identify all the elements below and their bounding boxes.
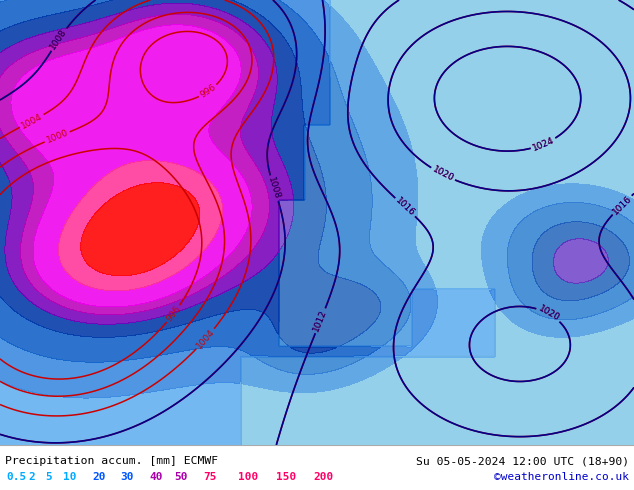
Text: 200: 200 <box>314 472 334 482</box>
Text: 1008: 1008 <box>266 176 282 200</box>
Text: 40: 40 <box>149 472 162 482</box>
Text: 1004: 1004 <box>195 327 216 350</box>
Text: 1004: 1004 <box>20 112 44 130</box>
Text: 1024: 1024 <box>531 136 555 153</box>
Text: 996: 996 <box>198 83 218 100</box>
Text: 5: 5 <box>46 472 53 482</box>
Text: Su 05-05-2024 12:00 UTC (18+90): Su 05-05-2024 12:00 UTC (18+90) <box>416 456 629 466</box>
Text: 1008: 1008 <box>266 176 282 200</box>
Text: 1016: 1016 <box>394 196 417 218</box>
Text: 20: 20 <box>92 472 105 482</box>
Text: Precipitation accum. [mm] ECMWF: Precipitation accum. [mm] ECMWF <box>5 456 218 466</box>
Text: 1008: 1008 <box>49 27 69 51</box>
Text: 1016: 1016 <box>611 194 633 216</box>
Text: 75: 75 <box>203 472 216 482</box>
Text: 10: 10 <box>63 472 77 482</box>
Text: 1012: 1012 <box>312 309 329 333</box>
Text: 0.5: 0.5 <box>6 472 27 482</box>
Text: 1020: 1020 <box>536 304 561 323</box>
Text: 1012: 1012 <box>312 309 329 333</box>
Text: 150: 150 <box>276 472 296 482</box>
Text: 50: 50 <box>174 472 188 482</box>
Text: 1016: 1016 <box>611 194 633 216</box>
Text: 30: 30 <box>120 472 134 482</box>
Text: 100: 100 <box>238 472 258 482</box>
Text: 1024: 1024 <box>531 136 555 153</box>
Text: 1020: 1020 <box>430 165 455 184</box>
Text: 1008: 1008 <box>49 27 69 51</box>
Text: 1020: 1020 <box>430 165 455 184</box>
Text: 996: 996 <box>165 304 182 323</box>
Text: 2: 2 <box>29 472 36 482</box>
Text: 1016: 1016 <box>394 196 417 218</box>
Text: ©weatheronline.co.uk: ©weatheronline.co.uk <box>494 472 629 482</box>
Text: 1000: 1000 <box>45 128 70 146</box>
Text: 1020: 1020 <box>536 304 561 323</box>
